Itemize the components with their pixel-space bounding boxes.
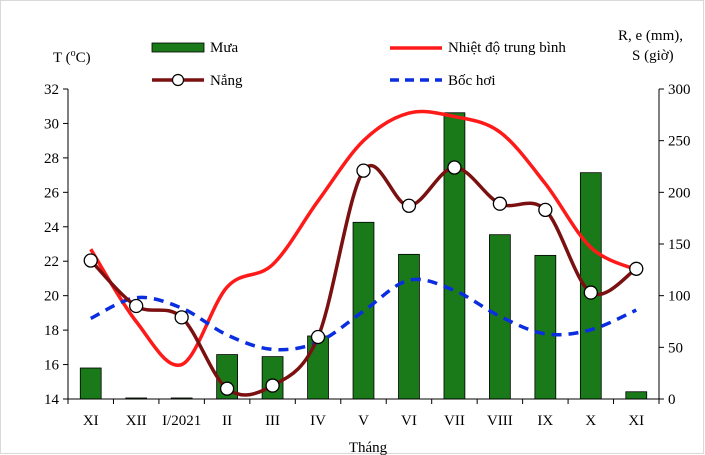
legend: Mưa Nhiệt độ trung bình Nắng Bốc hơi	[151, 40, 566, 89]
x-tick-label-7: VI	[401, 413, 417, 429]
x-tick-label-8: VII	[444, 413, 465, 429]
rain-bar-10	[534, 254, 557, 400]
right-tick-label-3: 150	[668, 237, 691, 253]
left-tick-label-5: 24	[44, 220, 60, 236]
sunshine-point-7	[401, 198, 417, 213]
x-tick-label-11: X	[585, 413, 596, 429]
right-tick-label-2: 100	[668, 289, 691, 305]
right-tick-labels: 0 50 100 150 200 250 300	[668, 82, 691, 408]
legend-marker-sunshine	[171, 73, 185, 87]
axes	[63, 88, 664, 404]
legend-label-temperature: Nhiệt độ trung bình	[448, 40, 566, 56]
sunshine-point-4	[265, 378, 280, 393]
sunshine-point-11	[583, 285, 598, 300]
left-tick-label-1: 16	[44, 358, 60, 374]
left-tick-label-2: 18	[44, 323, 59, 339]
rain-bar-7	[398, 253, 420, 400]
sunshine-point-0	[83, 253, 98, 268]
rain-bar-9	[489, 234, 511, 400]
legend-label-rain: Mưa	[210, 40, 238, 56]
sunshine-point-3	[219, 381, 235, 396]
sunshine-point-5	[310, 329, 326, 345]
x-axis-title: Tháng	[349, 440, 388, 455]
x-tick-label-1: XII	[126, 413, 147, 429]
x-tick-label-5: IV	[310, 413, 326, 429]
temperature-line	[89, 109, 638, 367]
x-tick-labels: XI XII I/2021 II III IV V VI VII VIII IX X XI	[83, 413, 644, 429]
x-tick-label-10: IX	[537, 413, 553, 429]
sunshine-point-9	[492, 196, 508, 211]
rain-bar-0	[79, 367, 102, 400]
x-tick-label-12: XI	[628, 413, 644, 429]
rain-bar-12	[625, 391, 648, 400]
left-tick-labels: 14 16 18 20 22 24 26 28 30 32	[44, 82, 60, 408]
rain-bars	[79, 112, 648, 400]
x-tick-label-0: XI	[83, 413, 99, 429]
left-tick-label-8: 30	[44, 116, 59, 132]
left-tick-label-0: 14	[44, 392, 60, 408]
left-axis-title: T (oC)	[53, 48, 91, 66]
rain-bar-6	[352, 221, 375, 400]
left-tick-label-9: 32	[44, 82, 59, 98]
x-tick-label-6: V	[358, 413, 369, 429]
sunshine-point-6	[356, 163, 371, 178]
x-tick-label-9: VIII	[487, 413, 513, 429]
right-axis-title-line1: R, e (mm),	[618, 28, 683, 44]
legend-label-sunshine: Nắng	[210, 73, 243, 89]
left-tick-label-6: 26	[44, 185, 60, 201]
sunshine-point-8	[447, 160, 462, 175]
x-tick-label-3: II	[222, 413, 232, 429]
left-tick-label-7: 28	[44, 151, 59, 167]
right-tick-label-5: 250	[668, 134, 691, 150]
x-tick-label-4: III	[265, 413, 280, 429]
sunshine-point-2	[174, 310, 189, 325]
rain-bar-8	[443, 112, 466, 400]
right-tick-label-0: 0	[668, 392, 676, 408]
legend-swatch-rain	[151, 42, 205, 53]
sunshine-point-12	[629, 261, 644, 276]
series-lines	[83, 109, 644, 397]
right-axis-title-line2: S (giờ)	[632, 48, 674, 64]
left-tick-label-4: 22	[44, 254, 59, 270]
left-tick-label-3: 20	[44, 289, 59, 305]
rain-bar-5	[307, 335, 329, 400]
right-tick-label-6: 300	[668, 82, 691, 98]
right-tick-label-4: 200	[668, 185, 691, 201]
sunshine-point-10	[538, 202, 553, 218]
x-tick-label-2: I/2021	[162, 413, 201, 429]
right-tick-label-1: 50	[668, 340, 683, 356]
legend-label-evaporation: Bốc hơi	[448, 73, 496, 89]
sunshine-point-1	[129, 298, 144, 314]
